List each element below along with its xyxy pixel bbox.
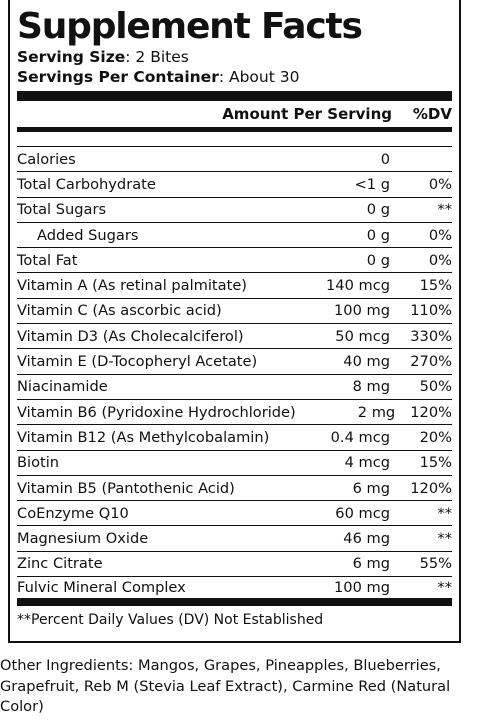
table-row: Fulvic Mineral Complex 100 mg ** [17, 577, 452, 607]
table-row: Biotin 4 mcg 15% [17, 451, 452, 476]
nutrient-name: Vitamin C (As ascorbic acid) [17, 302, 222, 320]
table-row: Calories 0 [17, 146, 452, 173]
serving-size-label: Serving Size [17, 48, 126, 66]
nutrient-name: Vitamin E (D-Tocopheryl Acetate) [17, 353, 258, 371]
nutrient-amount: 0 g [366, 251, 390, 269]
nutrient-dv: 270% [410, 353, 452, 371]
servings-per-container-label: Servings Per Container [17, 68, 219, 86]
nutrient-amount: 46 mg [343, 530, 390, 548]
supplement-facts-panel: Supplement Facts Serving Size: 2 Bites S… [8, 0, 461, 643]
table-row: Total Fat 0 g 0% [17, 248, 452, 274]
nutrient-name: Zinc Citrate [17, 555, 103, 573]
nutrient-dv: 15% [419, 454, 452, 472]
servings-per-container-value: : About 30 [218, 68, 300, 86]
table-row: Vitamin D3 (As Cholecalciferol) 50 mcg 330… [17, 324, 452, 350]
footnote: **Percent Daily Values (DV) Not Establis… [17, 612, 324, 629]
table-row: Vitamin C (As ascorbic acid) 100 mg 110% [17, 299, 452, 325]
nutrient-dv: 330% [410, 327, 452, 345]
table-row: Zinc Citrate 6 mg 55% [17, 552, 452, 578]
nutrient-name: Fulvic Mineral Complex [17, 579, 186, 597]
nutrient-name: Added Sugars [37, 226, 139, 244]
nutrient-name: Magnesium Oxide [17, 530, 149, 548]
dv-header: %DV [412, 105, 452, 123]
nutrient-dv: 50% [419, 378, 452, 396]
nutrient-dv: 120% [410, 479, 452, 497]
table-row: Vitamin B6 (Pyridoxine Hydrochloride) 2 m… [17, 400, 452, 426]
column-header: Amount Per Serving %DV [17, 101, 452, 132]
nutrient-amount: 0.4 mcg [330, 428, 390, 446]
nutrient-dv: ** [437, 530, 452, 548]
serving-size-value: : 2 Bites [125, 48, 189, 66]
nutrient-name: Calories [17, 150, 76, 168]
nutrient-dv: ** [437, 201, 452, 219]
nutrient-name: CoEnzyme Q10 [17, 504, 129, 522]
nutrient-dv: 110% [410, 302, 452, 320]
nutrient-dv: ** [437, 504, 452, 522]
table-row: Total Sugars 0 g ** [17, 198, 452, 223]
table-row: Niacinamide 8 mg 50% [17, 375, 452, 400]
nutrient-name: Vitamin B12 (As Methylcobalamin) [17, 428, 270, 446]
nutrient-amount: 40 mg [343, 353, 390, 371]
nutrient-amount: 50 mcg [335, 327, 390, 345]
nutrient-amount: 2 mg [357, 403, 396, 421]
nutrient-amount: 0 g [366, 201, 390, 219]
nutrient-amount: 0 g [366, 226, 390, 244]
thick-divider [17, 91, 452, 101]
nutrient-dv: 0% [428, 251, 452, 269]
nutrient-dv: 120% [410, 403, 452, 421]
nutrient-name: Vitamin A (As retinal palmitate) [17, 277, 247, 295]
nutrient-amount: 6 mg [352, 479, 390, 497]
nutrient-name: Total Sugars [17, 201, 107, 219]
nutrient-table: Calories 0 Total Carbohydrate <1 g 0% Total S… [17, 146, 452, 607]
panel-title: Supplement Facts [17, 6, 363, 47]
nutrient-name: Total Carbohydrate [17, 175, 156, 193]
other-ingredients: Other Ingredients: Mangos, Grapes, Pinea… [0, 657, 451, 715]
nutrient-dv: 0% [428, 226, 452, 244]
nutrient-dv: 15% [419, 277, 452, 295]
nutrient-name: Total Fat [17, 251, 78, 269]
nutrient-dv: 55% [419, 555, 452, 573]
nutrient-name: Vitamin B6 (Pyridoxine Hydrochloride) [17, 403, 296, 421]
table-row: Vitamin B5 (Pantothenic Acid) 6 mg 120% [17, 476, 452, 502]
nutrient-amount: 100 mg [334, 302, 390, 320]
nutrient-dv: 0% [428, 175, 452, 193]
table-row: Magnesium Oxide 46 mg ** [17, 526, 452, 552]
table-row: Total Carbohydrate <1 g 0% [17, 172, 452, 198]
nutrient-amount: 60 mcg [335, 504, 390, 522]
nutrient-dv: ** [437, 579, 452, 597]
table-row: Vitamin A (As retinal palmitate) 140 mcg 1… [17, 273, 452, 299]
table-row: Vitamin B12 (As Methylcobalamin) 0.4 mcg 2… [17, 425, 452, 451]
nutrient-amount: 6 mg [352, 555, 390, 573]
nutrient-amount: 4 mcg [344, 454, 390, 472]
nutrient-name: Vitamin B5 (Pantothenic Acid) [17, 479, 235, 497]
nutrient-name: Biotin [17, 454, 60, 472]
table-row: CoEnzyme Q10 60 mcg ** [17, 501, 452, 527]
servings-per-container: Servings Per Container: About 30 [17, 67, 452, 87]
nutrient-amount: 100 mg [334, 579, 390, 597]
nutrient-amount: 8 mg [352, 378, 390, 396]
nutrient-amount: <1 g [354, 175, 390, 193]
nutrient-amount: 0 [380, 150, 390, 168]
table-row: Added Sugars 0 g 0% [17, 223, 452, 249]
nutrient-amount: 140 mcg [326, 277, 390, 295]
amount-per-serving-header: Amount Per Serving [222, 105, 392, 123]
serving-size: Serving Size: 2 Bites [17, 47, 452, 67]
nutrient-dv: 20% [419, 428, 452, 446]
table-row: Vitamin E (D-Tocopheryl Acetate) 40 mg 270… [17, 349, 452, 375]
nutrient-name: Vitamin D3 (As Cholecalciferol) [17, 327, 244, 345]
nutrient-name: Niacinamide [17, 378, 108, 396]
